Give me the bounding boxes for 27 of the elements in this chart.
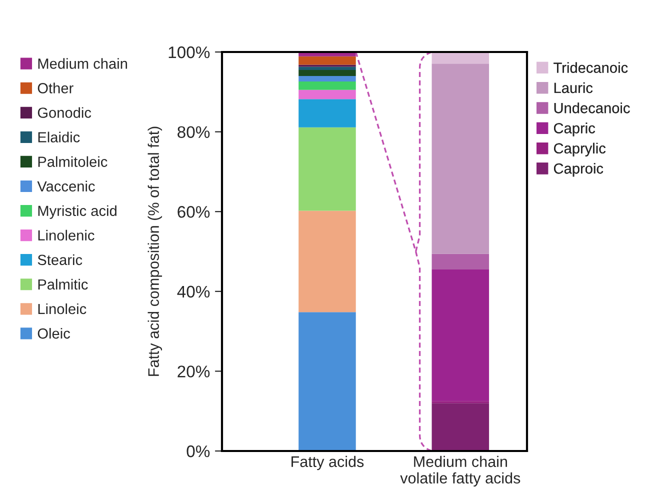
y-axis-title: Fatty acid composition (% of total fat) bbox=[148, 126, 162, 376]
x-tick-label: Fatty acids bbox=[292, 456, 364, 470]
legend-label: Linoleic bbox=[38, 303, 86, 314]
legend-label: Gonodic bbox=[38, 107, 92, 118]
y-tick-label: 20% bbox=[178, 366, 210, 378]
legend-label: Undecanoic bbox=[554, 102, 630, 114]
y-tick-label: 80% bbox=[178, 126, 210, 138]
y-tick-label: 40% bbox=[177, 286, 210, 298]
legend-label: Oleic bbox=[38, 328, 70, 339]
x-tick-label: Medium chain volatile fatty acids bbox=[400, 456, 520, 487]
legend-label: Lauric bbox=[554, 82, 593, 94]
y-tick-label: 100% bbox=[168, 46, 210, 58]
legend-label: Palmitoleic bbox=[38, 156, 108, 167]
legend-label: Tridecanoic bbox=[554, 62, 628, 73]
legend-label: Elaidic bbox=[38, 132, 80, 142]
y-tick-label: 60% bbox=[178, 206, 210, 218]
legend-label: Myristic acid bbox=[38, 205, 116, 219]
y-tick-label: 0% bbox=[186, 445, 210, 458]
legend-label: Palmitic bbox=[38, 278, 88, 290]
legend-label: Linolenic bbox=[38, 230, 94, 241]
legend-label: Stearic bbox=[38, 254, 82, 266]
legend-label: Caproic bbox=[554, 162, 604, 177]
legend-label: Caprylic bbox=[554, 142, 606, 156]
legend-label: Capric bbox=[554, 122, 596, 136]
legend-label: Medium chain bbox=[38, 58, 128, 69]
legend-label: Other bbox=[38, 82, 74, 94]
legend-label: Vaccenic bbox=[37, 180, 95, 192]
